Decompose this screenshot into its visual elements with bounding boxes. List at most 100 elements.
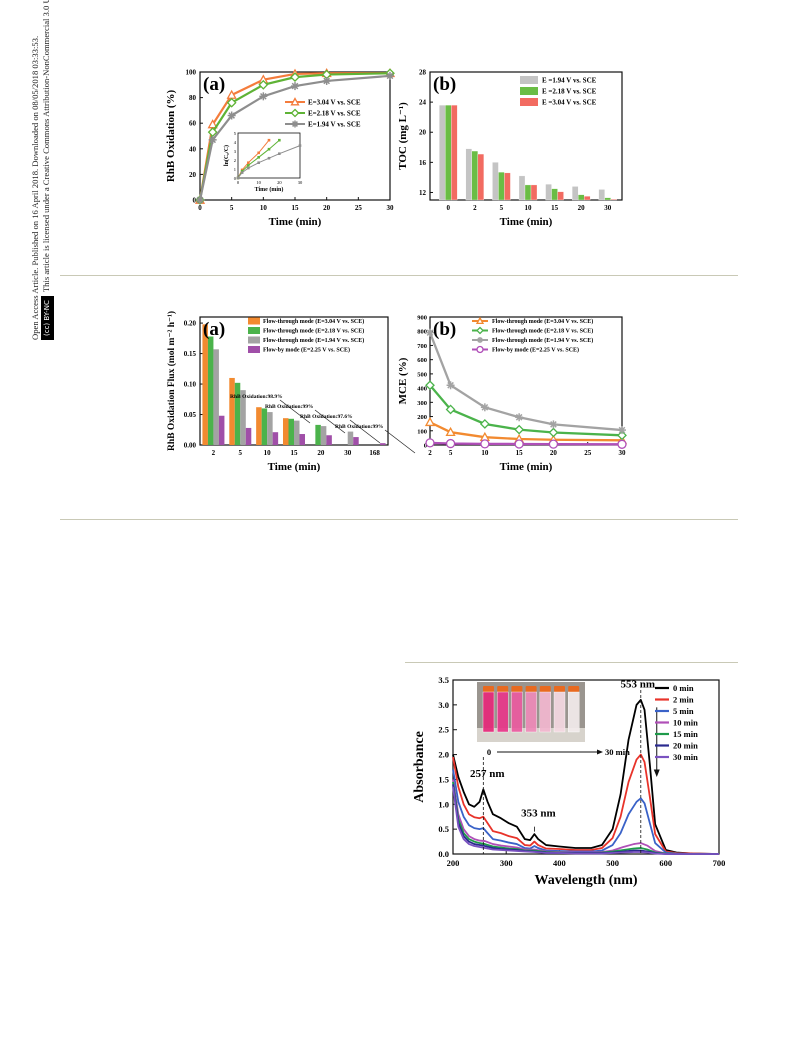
y-tick-label: 1.5 (438, 774, 449, 784)
y-tick-label: 0.5 (438, 824, 449, 834)
bar (610, 199, 617, 201)
y-axis-label: TOC (mg L⁻¹) (397, 102, 409, 170)
inset-data-point (247, 164, 250, 167)
annotation-arrow (384, 429, 416, 454)
bar (353, 437, 359, 445)
vial-cap (539, 686, 551, 692)
bar (380, 443, 386, 445)
x-tick-label: 30 (387, 204, 395, 212)
star-stroke (196, 196, 204, 204)
legend-label: 20 min (673, 741, 698, 751)
inset-data-point (267, 138, 271, 142)
bar (288, 418, 294, 445)
x-tick-label: 30 (619, 449, 627, 457)
bar (477, 153, 485, 201)
data-point-diamond (548, 427, 559, 438)
bar (571, 186, 579, 201)
y-tick-label: 28 (419, 69, 427, 77)
x-tick-label: 2 (212, 449, 216, 457)
bar (213, 349, 219, 445)
inset-data-point (240, 171, 244, 174)
inset-start-label: 0 (487, 747, 491, 757)
annotation-label: RhB Oxidation:99% (335, 424, 383, 430)
vial-cap (568, 686, 580, 692)
series-line (429, 441, 623, 446)
license-text: Open Access Article. Published on 16 Apr… (30, 0, 54, 340)
data-point-triangle (424, 416, 436, 427)
x-axis-label: Time (min) (500, 461, 553, 473)
panel-label: (a) (203, 74, 225, 95)
x-tick-label: 20 (317, 449, 325, 457)
x-tick-label: 5 (230, 204, 234, 212)
bar (604, 197, 611, 201)
y-tick-label: 0.20 (184, 320, 197, 328)
legend-swatch (248, 336, 260, 344)
x-tick-label: 10 (525, 204, 533, 212)
x-tick-label: 5 (500, 204, 504, 212)
spectrum-line (452, 769, 719, 855)
star-stroke (292, 121, 298, 127)
bar (504, 172, 511, 201)
legend-label: Flow-by mode (E=2.25 V vs. SCE) (263, 347, 350, 354)
inset-x-axis-label: Time (min) (255, 186, 284, 193)
star-stroke (477, 337, 483, 343)
legend-label: 30 min (673, 752, 698, 762)
annotation-arrow (314, 409, 346, 434)
x-tick-label: 20 (578, 204, 586, 212)
bar (530, 184, 538, 201)
series-line (428, 332, 623, 432)
x-tick-label: 5 (449, 449, 453, 457)
x-tick-label: 25 (584, 449, 592, 457)
inset-data-point (278, 152, 281, 155)
data-point-diamond (226, 97, 237, 108)
y-tick-label: 700 (417, 343, 427, 350)
inset-y-tick-label: 5 (234, 131, 237, 136)
legend-label: Flow-through mode (E=2.18 V vs. SCE) (263, 328, 364, 335)
vial (553, 691, 566, 733)
star-stroke (228, 112, 235, 119)
legend-swatch (520, 98, 538, 106)
bar (583, 196, 591, 201)
spectrum-line (452, 786, 719, 855)
y-tick-label: 900 (417, 315, 427, 322)
inset-data-point (267, 156, 271, 160)
bar (245, 427, 252, 445)
x-tick-label: 5 (239, 449, 243, 457)
x-tick-label: 15 (516, 449, 524, 457)
x-tick-label: 25 (355, 204, 363, 212)
spectrum-line (452, 698, 720, 855)
data-point-circle (548, 439, 559, 449)
x-tick-label: 15 (292, 204, 300, 212)
inset-x-tick-label: 10 (256, 180, 261, 185)
star-stroke (260, 92, 267, 100)
x-tick-label: 600 (659, 858, 672, 868)
data-point-circle (425, 438, 435, 448)
legend-label: 2 min (673, 695, 694, 705)
data-point-diamond (479, 419, 490, 429)
data-point-star (480, 403, 489, 412)
data-point-star (386, 71, 394, 80)
data-point-star (549, 420, 558, 429)
x-tick-label: 2 (428, 449, 432, 457)
inset-data-point (247, 161, 250, 164)
x-axis-label: Time (min) (269, 216, 322, 228)
vial (567, 691, 580, 733)
data-point-circle (480, 439, 490, 449)
data-point-diamond (425, 380, 435, 391)
star-stroke (291, 82, 299, 90)
data-point-triangle (475, 316, 485, 325)
legend-swatch (248, 317, 260, 325)
y-tick-label: 500 (417, 371, 427, 378)
bar (256, 407, 262, 445)
x-tick-label: 30 (344, 449, 352, 457)
data-point-star (196, 196, 204, 204)
inset-x-tick-label: 20 (277, 180, 282, 185)
legend-label: E=3.04 V vs. SCE (308, 99, 361, 107)
bar (347, 431, 354, 445)
vial (482, 691, 495, 733)
peak-label-257: 257 nm (470, 768, 505, 780)
y-tick-label: 400 (417, 386, 427, 393)
vial (525, 691, 537, 733)
star-stroke (481, 403, 489, 411)
bar (577, 194, 585, 201)
